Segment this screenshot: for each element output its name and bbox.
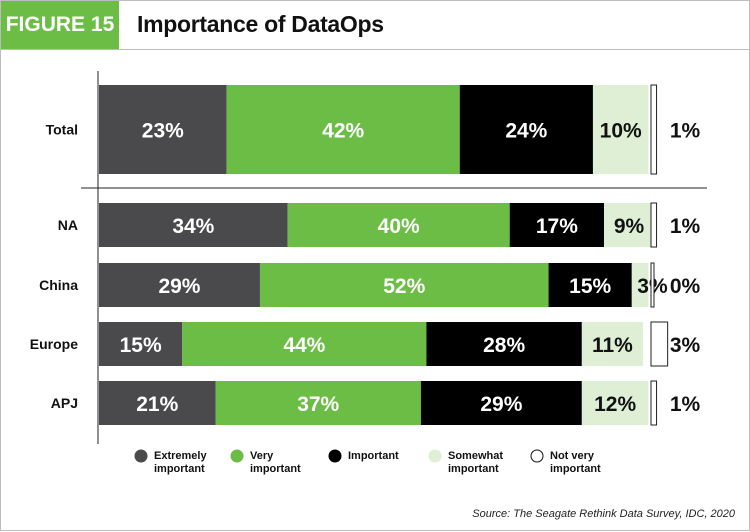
category-label-na: NA bbox=[58, 217, 78, 233]
legend-label-somewhat: Somewhat bbox=[448, 450, 503, 462]
value-label-china-very: 52% bbox=[383, 275, 425, 298]
legend-label-important: Important bbox=[348, 450, 399, 462]
bar-segment-na-very bbox=[287, 203, 510, 247]
bar-segment-europe-extremely bbox=[99, 322, 183, 366]
value-label-europe-very: 44% bbox=[283, 334, 325, 357]
bar-segment-total-extremely bbox=[99, 85, 227, 174]
bar-segment-europe-not_very bbox=[650, 321, 669, 367]
value-label-europe-extremely: 15% bbox=[120, 334, 162, 357]
value-label-na-not_very: 1% bbox=[670, 215, 701, 238]
legend-label-extremely-line2: important bbox=[154, 463, 205, 475]
bar-segment-apj-important bbox=[420, 381, 582, 425]
category-label-china: China bbox=[39, 277, 78, 293]
bar-segment-china-not_very bbox=[650, 262, 655, 308]
bar-segment-total-important bbox=[459, 85, 593, 174]
value-label-europe-somewhat: 11% bbox=[592, 334, 633, 357]
legend-label-very-line2: important bbox=[250, 463, 301, 475]
category-label-total: Total bbox=[46, 122, 78, 138]
value-label-europe-important: 28% bbox=[483, 334, 525, 357]
legend-swatch-very bbox=[230, 449, 244, 463]
bar-segment-apj-very bbox=[215, 381, 421, 425]
legend-swatch-important bbox=[328, 449, 342, 463]
legend-swatch-not_very bbox=[530, 449, 544, 463]
source-note: Source: The Seagate Rethink Data Survey,… bbox=[472, 508, 735, 520]
value-label-total-very: 42% bbox=[322, 120, 364, 143]
value-label-total-not_very: 1% bbox=[670, 120, 701, 143]
value-label-na-somewhat: 9% bbox=[614, 215, 645, 238]
value-label-china-extremely: 29% bbox=[158, 275, 200, 298]
value-label-apj-very: 37% bbox=[297, 393, 339, 416]
bar-segment-total-somewhat bbox=[592, 85, 649, 174]
value-label-total-important: 24% bbox=[505, 120, 547, 143]
bars-group: Total 23% 42% 24% 10% 1% NA 34% 40% 17% 9% 1% China 2… bbox=[30, 84, 701, 426]
bar-segment-europe-important bbox=[426, 322, 582, 366]
value-label-china-important: 15% bbox=[569, 275, 611, 298]
bar-segment-apj-not_very bbox=[650, 380, 658, 426]
value-label-apj-extremely: 21% bbox=[136, 393, 178, 416]
legend: ExtremelyimportantVeryimportantImportant… bbox=[134, 449, 601, 475]
bar-segment-total-very bbox=[226, 85, 460, 174]
bar-segment-na-not_very bbox=[650, 202, 658, 248]
bar-segment-china-extremely bbox=[99, 263, 260, 307]
value-label-na-extremely: 34% bbox=[172, 215, 214, 238]
bar-segment-na-somewhat bbox=[604, 203, 654, 247]
bar-segment-na-extremely bbox=[99, 203, 288, 247]
value-label-china-not_very: 0% bbox=[670, 275, 701, 298]
legend-swatch-extremely bbox=[134, 449, 148, 463]
bar-segment-apj-somewhat bbox=[581, 381, 649, 425]
bar-segment-apj-extremely bbox=[99, 381, 216, 425]
bar-segment-na-important bbox=[509, 203, 605, 247]
category-label-europe: Europe bbox=[30, 336, 78, 352]
figure-label: FIGURE 15 bbox=[1, 1, 119, 49]
title-divider bbox=[1, 49, 750, 50]
value-label-total-extremely: 23% bbox=[142, 120, 184, 143]
legend-label-very: Very bbox=[250, 450, 274, 462]
value-label-apj-somewhat: 12% bbox=[594, 393, 636, 416]
legend-label-not_very-line2: important bbox=[550, 463, 601, 475]
value-label-na-very: 40% bbox=[378, 215, 420, 238]
bar-segment-china-important bbox=[548, 263, 632, 307]
value-label-total-somewhat: 10% bbox=[600, 120, 642, 143]
legend-label-extremely: Extremely bbox=[154, 450, 207, 462]
value-label-na-important: 17% bbox=[536, 215, 578, 238]
legend-label-not_very: Not very bbox=[550, 450, 595, 462]
bar-segment-china-somewhat bbox=[631, 263, 649, 307]
figure-title: Importance of DataOps bbox=[137, 11, 384, 37]
bar-segment-europe-very bbox=[182, 322, 427, 366]
value-label-apj-important: 29% bbox=[480, 393, 522, 416]
value-label-apj-not_very: 1% bbox=[670, 393, 701, 416]
bar-segment-total-not_very bbox=[650, 84, 658, 175]
value-label-europe-not_very: 3% bbox=[670, 334, 701, 357]
bar-segment-europe-somewhat bbox=[581, 322, 643, 366]
category-label-apj: APJ bbox=[51, 395, 78, 411]
legend-swatch-somewhat bbox=[428, 449, 442, 463]
bar-segment-china-very bbox=[259, 263, 549, 307]
legend-label-somewhat-line2: important bbox=[448, 463, 499, 475]
